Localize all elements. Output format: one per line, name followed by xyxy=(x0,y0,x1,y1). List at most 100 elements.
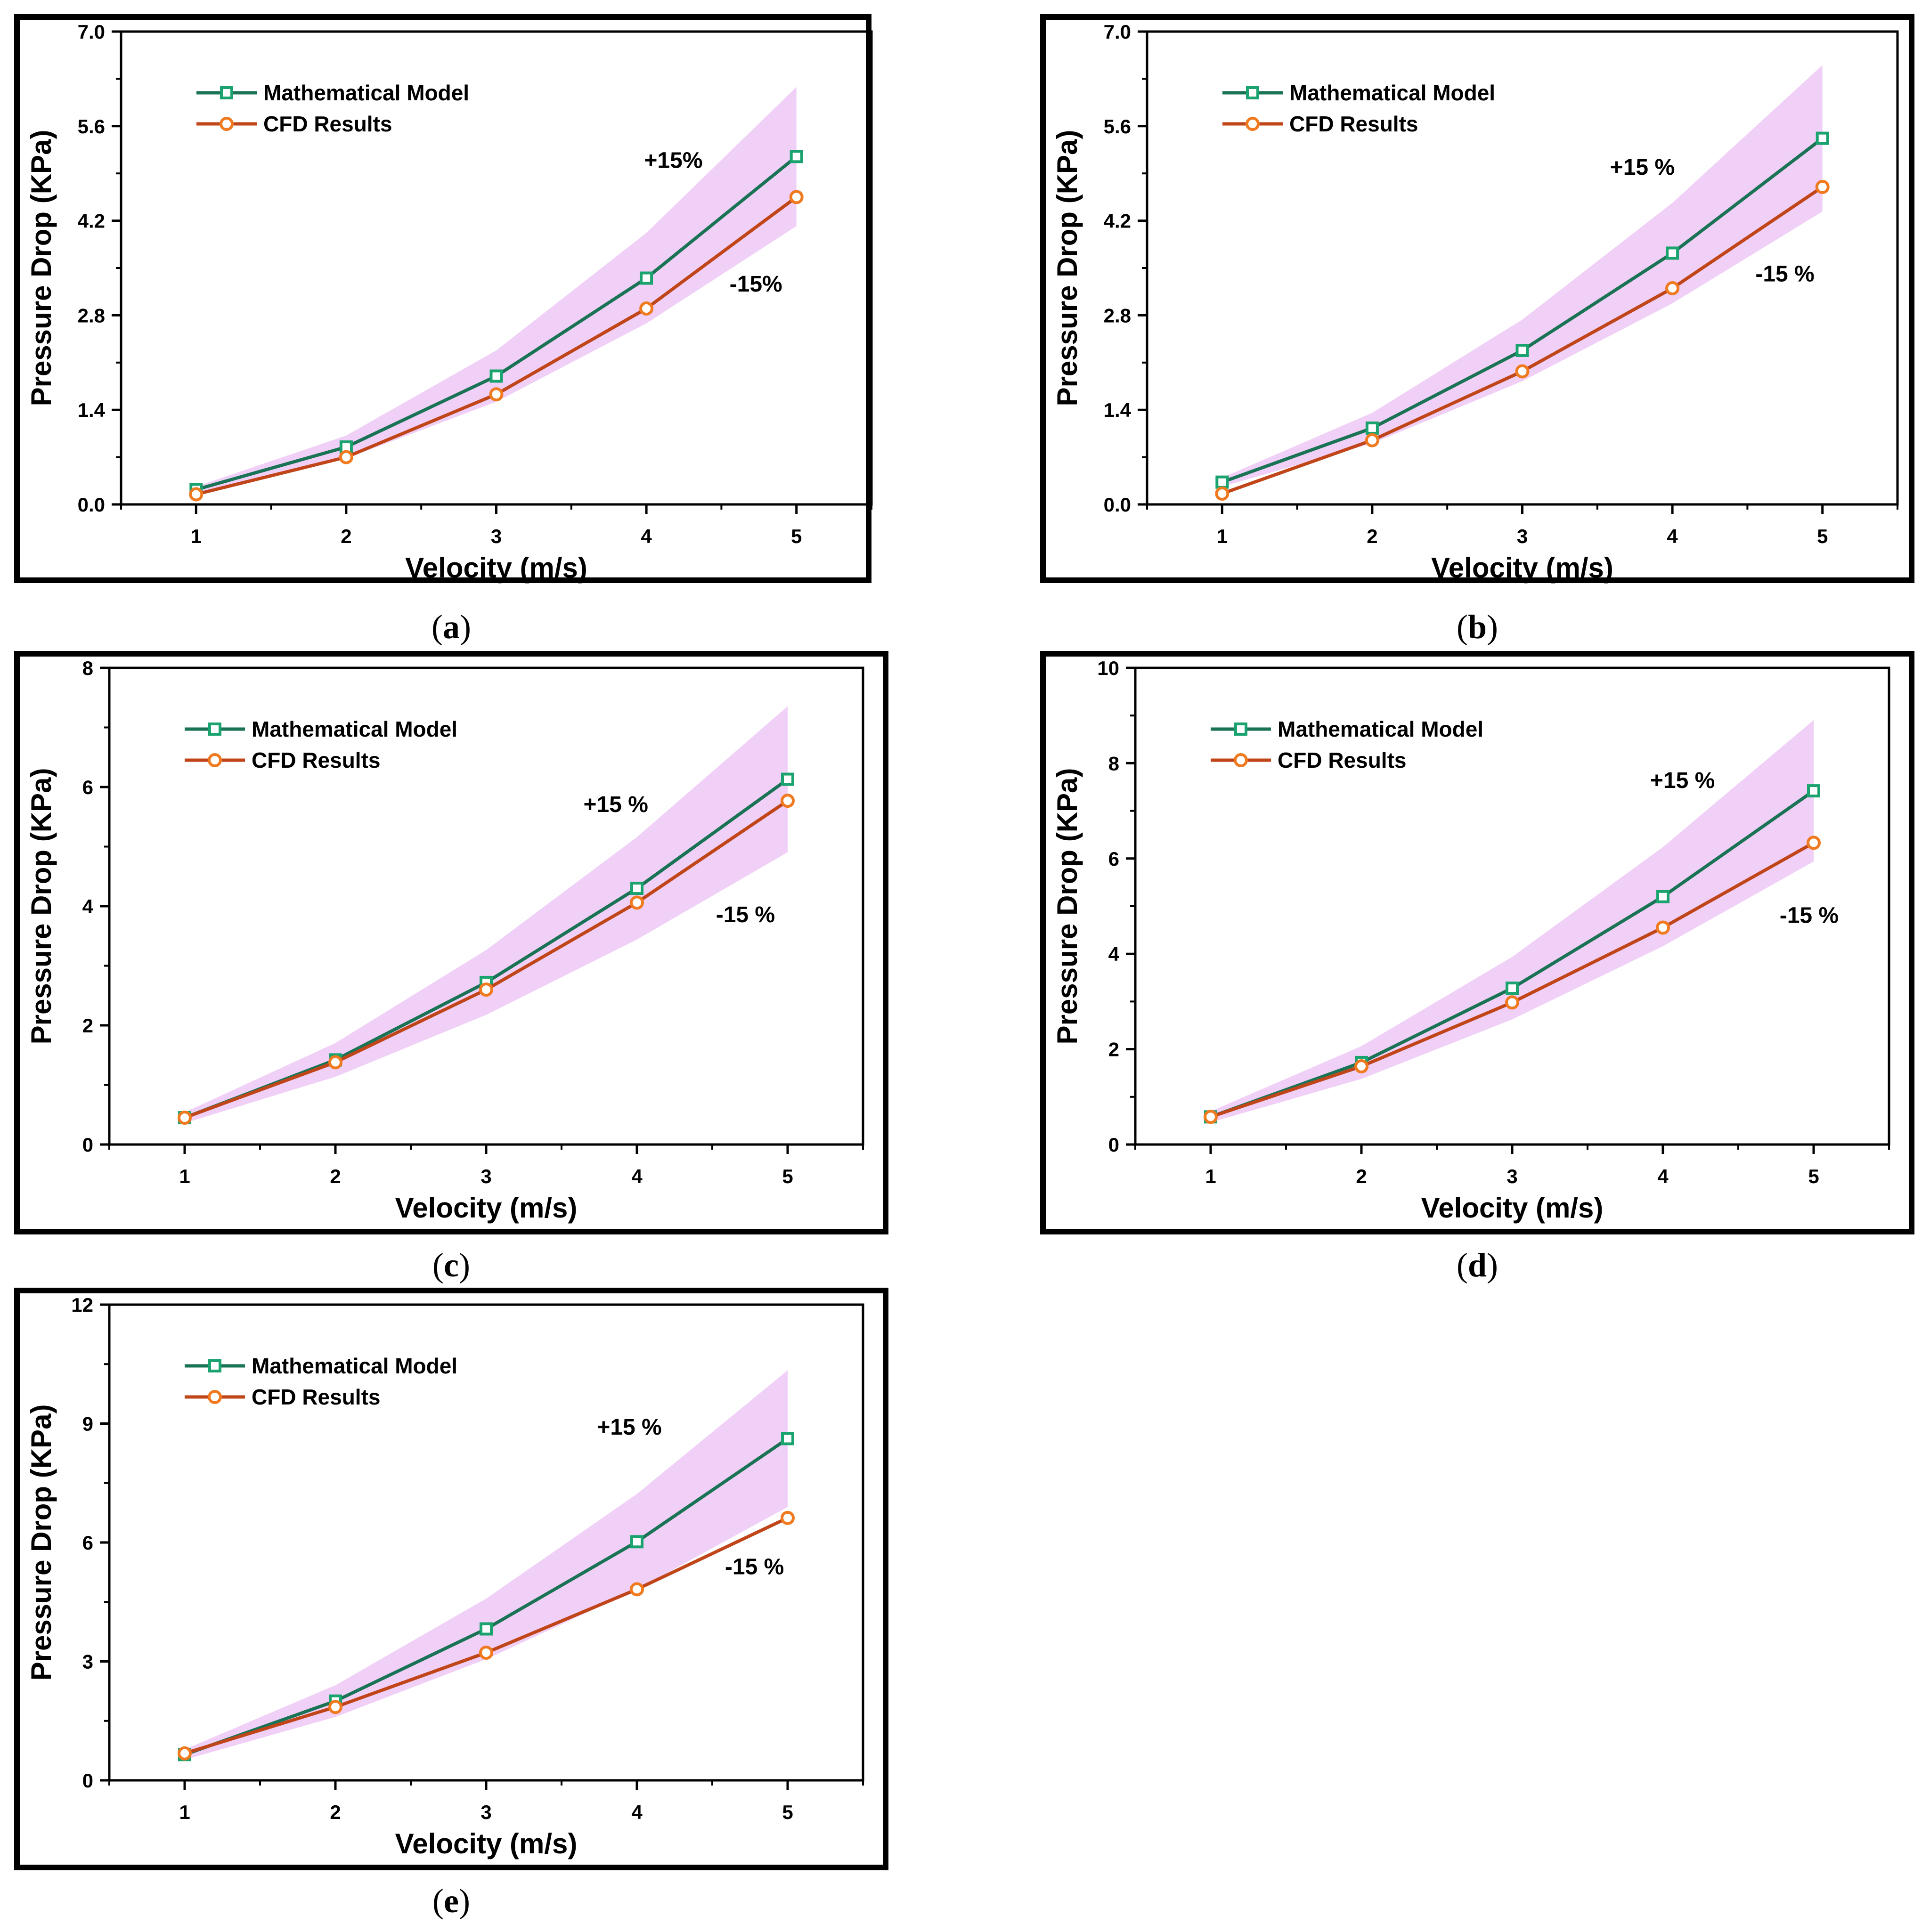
data-point-cfd-results xyxy=(189,487,204,502)
x-tick-label: 3 xyxy=(1517,525,1528,547)
legend-marker-circle xyxy=(220,117,234,131)
y-tick-label: 2 xyxy=(82,1015,93,1037)
data-point-mathematical-model xyxy=(1656,890,1669,903)
data-point-mathematical-model xyxy=(480,1622,493,1636)
x-tick-label: 5 xyxy=(1817,525,1828,547)
legend-marker-square xyxy=(1234,722,1247,736)
plot-area xyxy=(108,1303,864,1782)
data-point-cfd-results xyxy=(1215,487,1230,501)
data-point-mathematical-model xyxy=(630,882,643,895)
y-tick-label: 2 xyxy=(1108,1039,1119,1061)
y-tick-label: 3 xyxy=(82,1651,93,1673)
legend-label: CFD Results xyxy=(1278,748,1406,772)
y-axis-label: Pressure Drop (KPa) xyxy=(1051,768,1083,1045)
panel-frame xyxy=(1040,14,1914,583)
x-tick-label: 4 xyxy=(631,1165,643,1187)
legend-label: CFD Results xyxy=(252,1385,380,1409)
data-point-mathematical-model xyxy=(790,150,803,163)
y-tick-label: 0 xyxy=(82,1770,93,1792)
y-axis-label: Pressure Drop (KPa) xyxy=(25,130,57,406)
data-point-cfd-results xyxy=(1204,1110,1218,1124)
error-band xyxy=(185,706,788,1123)
data-point-cfd-results xyxy=(630,895,644,910)
y-tick-label: 5.6 xyxy=(78,115,105,138)
band-annotation: -15 % xyxy=(725,1554,784,1579)
data-point-mathematical-model xyxy=(640,271,653,285)
legend-marker-circle xyxy=(1234,753,1248,767)
data-point-cfd-results xyxy=(1505,995,1519,1010)
band-annotation: -15 % xyxy=(716,902,775,927)
x-axis-label: Velocity (m/s) xyxy=(405,552,587,584)
legend-label: Mathematical Model xyxy=(263,81,469,105)
x-tick-label: 2 xyxy=(330,1801,341,1823)
band-annotation: -15% xyxy=(730,272,782,297)
x-tick-label: 1 xyxy=(1205,1165,1216,1187)
x-tick-label: 3 xyxy=(1507,1165,1517,1187)
legend-label: Mathematical Model xyxy=(252,1354,457,1378)
y-tick-label: 12 xyxy=(71,1294,93,1316)
band-annotation: +15 % xyxy=(583,792,648,817)
x-tick-label: 5 xyxy=(791,525,802,547)
legend-label: CFD Results xyxy=(263,112,392,136)
error-band xyxy=(1222,65,1823,487)
y-tick-label: 0 xyxy=(1108,1134,1119,1156)
data-point-cfd-results xyxy=(639,301,654,316)
data-point-cfd-results xyxy=(489,387,504,402)
y-tick-label: 5.6 xyxy=(1104,115,1131,138)
x-tick-label: 2 xyxy=(1356,1165,1367,1187)
data-point-mathematical-model xyxy=(1215,475,1229,489)
data-point-mathematical-model xyxy=(781,1432,794,1445)
y-tick-label: 6 xyxy=(82,1532,93,1554)
data-point-cfd-results xyxy=(479,982,493,997)
x-tick-label: 2 xyxy=(341,525,351,547)
y-tick-label: 4.2 xyxy=(1104,210,1131,232)
legend-label: Mathematical Model xyxy=(1289,81,1495,105)
x-axis-label: Velocity (m/s) xyxy=(395,1828,578,1859)
data-point-cfd-results xyxy=(1656,920,1670,935)
y-tick-label: 2.8 xyxy=(1104,304,1131,326)
y-tick-label: 0 xyxy=(82,1134,93,1156)
data-point-mathematical-model xyxy=(1506,982,1519,995)
band-annotation: +15 % xyxy=(1610,155,1675,180)
legend-label: Mathematical Model xyxy=(1278,717,1483,741)
panel-caption: (d) xyxy=(1457,1246,1498,1284)
data-point-cfd-results xyxy=(328,1700,342,1714)
legend-marker-circle xyxy=(208,1390,222,1404)
data-point-mathematical-model xyxy=(630,1535,643,1549)
y-tick-label: 8 xyxy=(82,657,93,679)
x-axis-label: Velocity (m/s) xyxy=(395,1192,578,1224)
panel-caption: (b) xyxy=(1457,608,1498,646)
x-tick-label: 4 xyxy=(641,525,652,547)
data-point-mathematical-model xyxy=(1365,421,1379,435)
data-point-cfd-results xyxy=(1354,1059,1368,1074)
data-point-cfd-results xyxy=(789,190,804,204)
data-point-cfd-results xyxy=(1807,836,1821,850)
x-tick-label: 5 xyxy=(782,1801,793,1823)
plot-area xyxy=(120,30,873,506)
y-tick-label: 0.0 xyxy=(78,494,105,516)
y-tick-label: 6 xyxy=(82,776,93,798)
x-tick-label: 3 xyxy=(480,1801,491,1823)
y-tick-label: 1.4 xyxy=(1104,399,1132,421)
y-tick-label: 6 xyxy=(1108,848,1119,870)
legend-label: Mathematical Model xyxy=(252,717,457,741)
x-tick-label: 4 xyxy=(1657,1165,1669,1187)
x-axis-label: Velocity (m/s) xyxy=(1431,552,1613,584)
data-point-cfd-results xyxy=(630,1582,644,1597)
x-tick-label: 1 xyxy=(179,1801,190,1823)
y-tick-label: 1.4 xyxy=(78,399,106,421)
data-point-cfd-results xyxy=(1365,433,1379,447)
data-point-mathematical-model xyxy=(1807,784,1820,798)
legend-marker-square xyxy=(208,722,221,736)
x-tick-label: 2 xyxy=(330,1165,341,1187)
panel-frame xyxy=(14,14,871,583)
plot-area xyxy=(1134,666,1890,1146)
panel-caption: (e) xyxy=(432,1882,470,1920)
data-point-mathematical-model xyxy=(489,369,503,383)
chart-panel-a: 0.0 1.4 2.8 4.2 5.6 7.0 1 2 3 4 5 Velocity (m/s) Pre… xyxy=(14,14,873,646)
band-annotation: +15 % xyxy=(1650,768,1715,793)
data-point-cfd-results xyxy=(1515,364,1530,379)
band-annotation: -15 % xyxy=(1755,262,1814,287)
